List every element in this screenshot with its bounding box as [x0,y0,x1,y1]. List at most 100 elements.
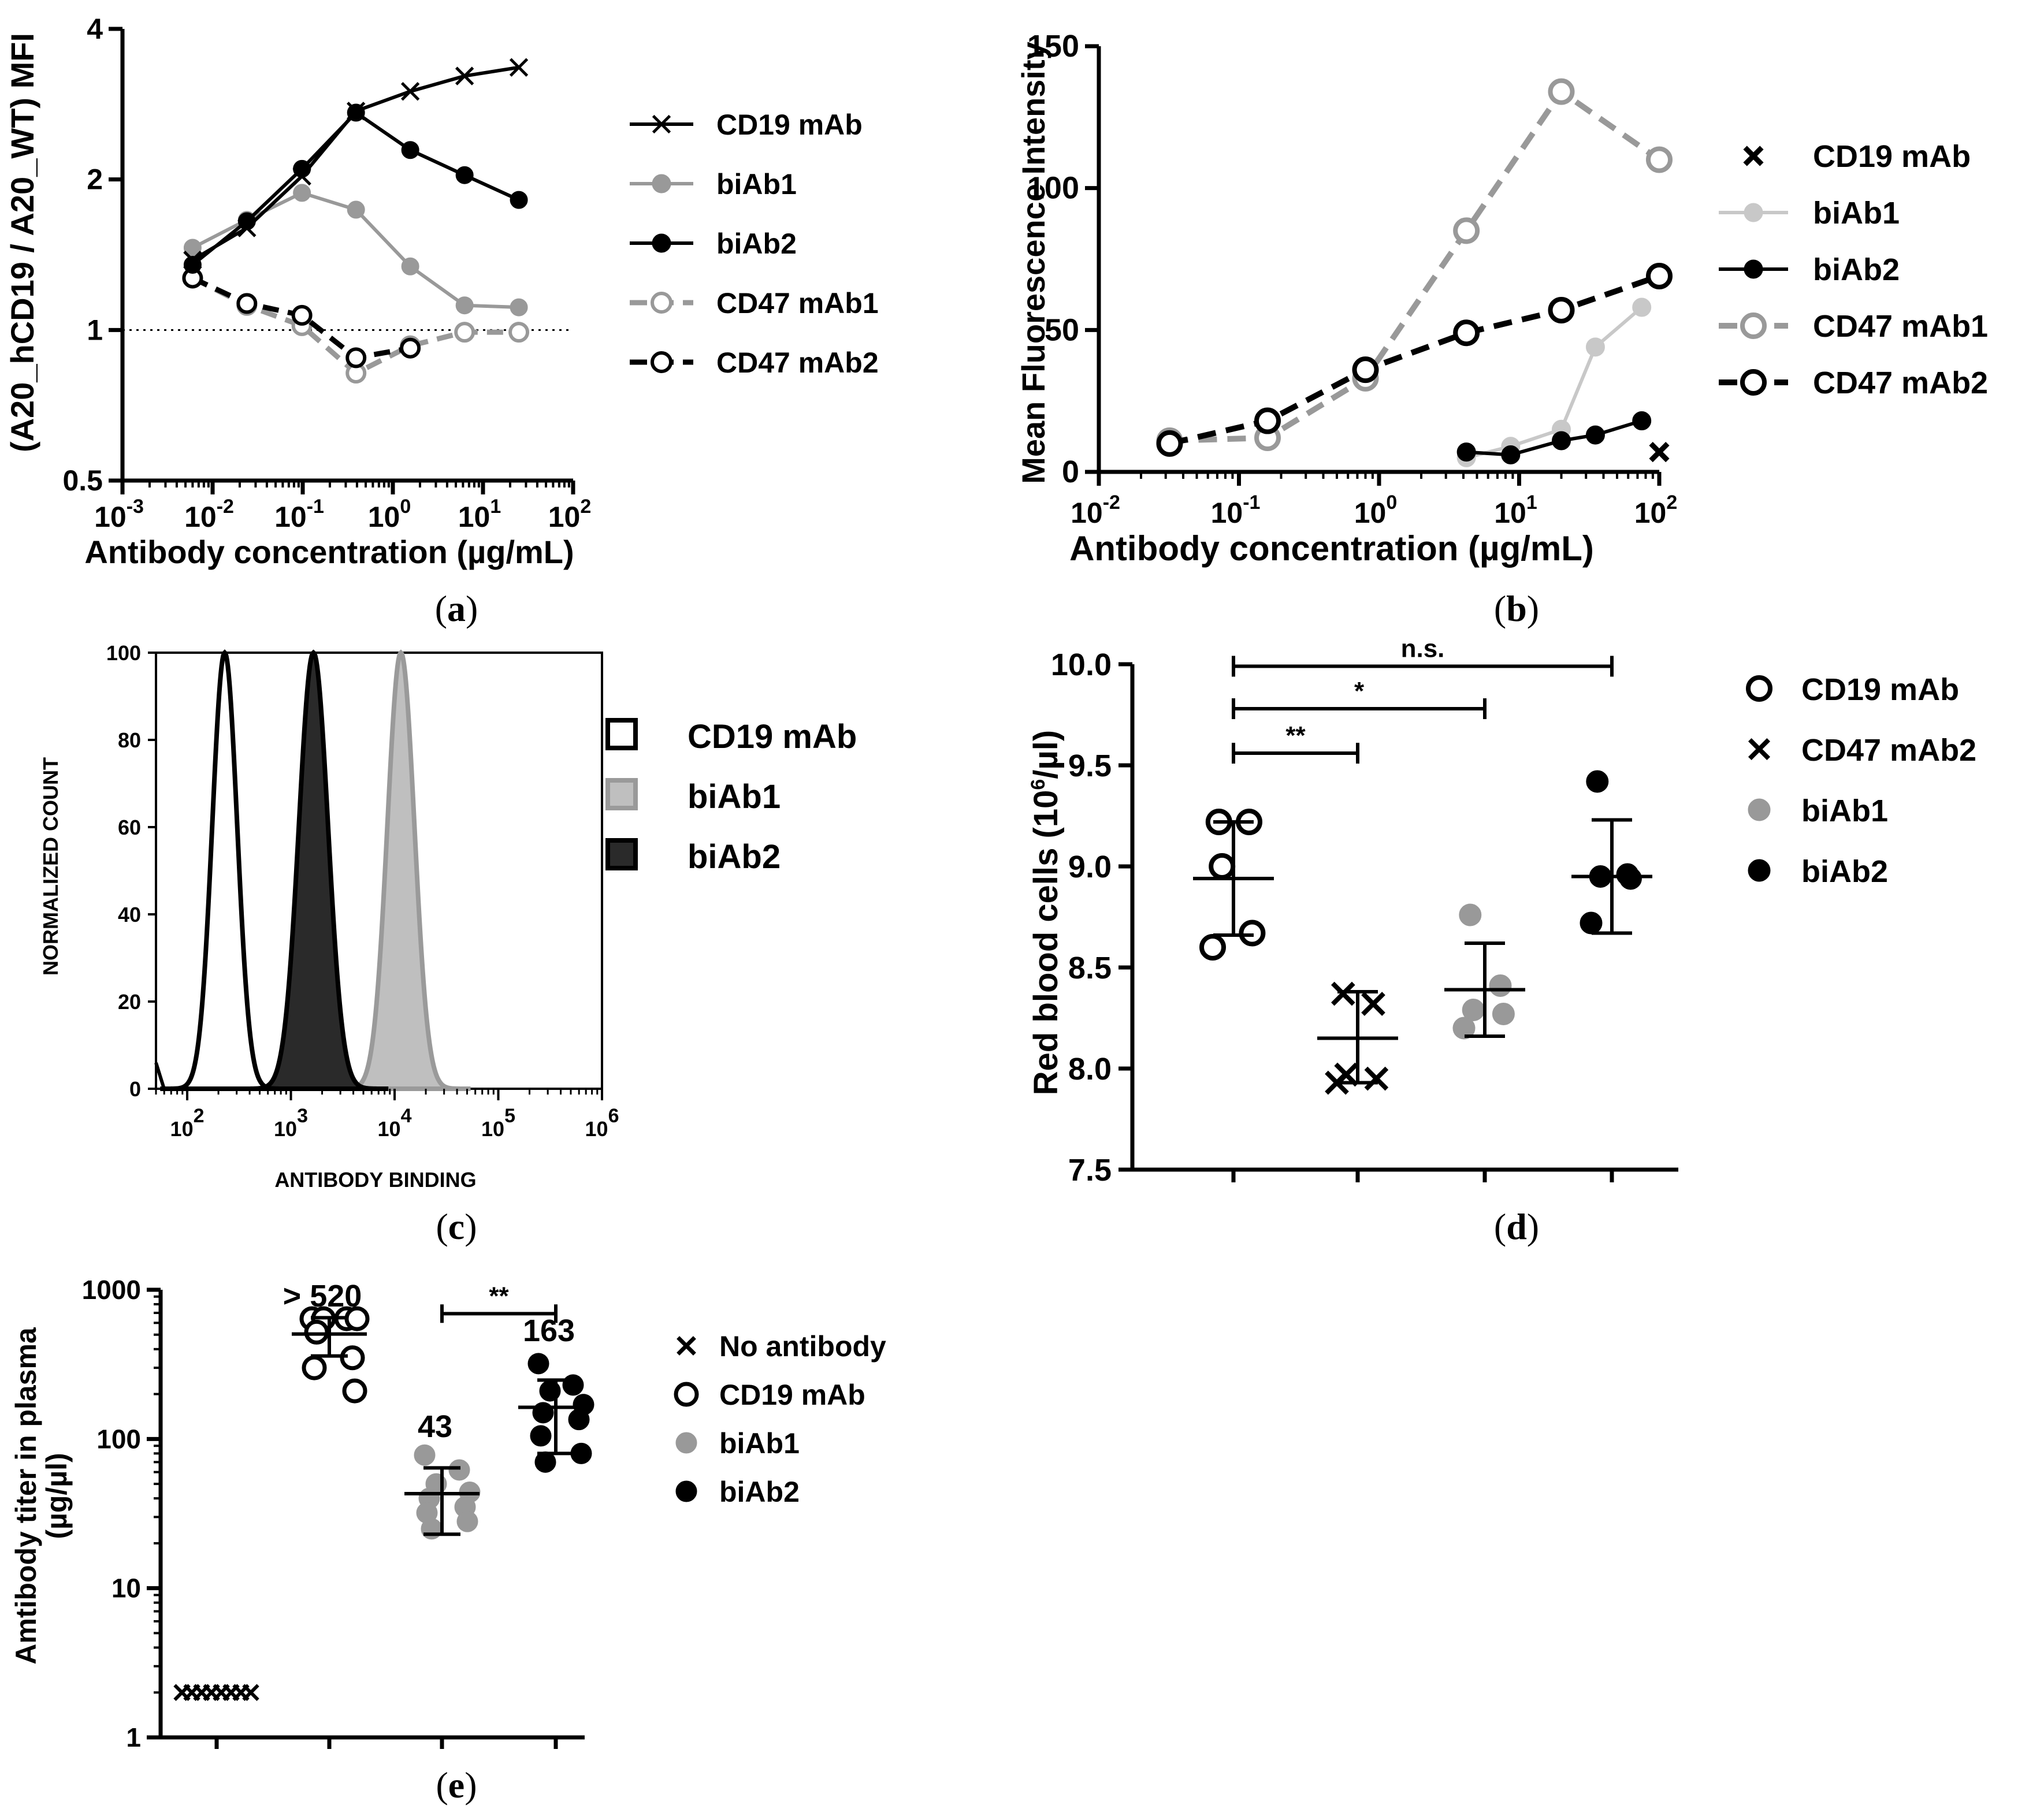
panel-a-legend-cd19-mab-label: CD19 mAb [716,109,863,141]
panel-e-legend-biab1-label: biAb1 [719,1427,800,1460]
panel-b-x-axis-label: Antibody concentration (µg/mL) [1069,529,1594,568]
panel-e-group-biab2-point [562,1374,584,1396]
panel-e-group-biab2-point [532,1402,554,1424]
panel-e-y-tick-label: 1 [126,1722,141,1752]
panel-a-series-biab2-point [455,166,474,184]
panel-a-series-cd19-mab-point-stroke-2 [455,66,474,85]
panel-e-group-biab1-annotation: 43 [418,1409,452,1444]
panel-e-group-biab2-point [530,1425,552,1447]
panel-a-legend-biab2-swatch-marker [652,233,671,253]
panel-e-group-cd19-mab-point [304,1319,329,1345]
panel-e-legend: No antibody CD19 mAb biAb1 biAb2 [674,1330,886,1508]
panel-a-y-tick-label: 0.5 [62,464,103,497]
panel-b-series-cd19-mab-point [1649,442,1670,463]
panel-c-y-tick-label: 20 [118,990,141,1014]
panel-b-y-tick-label: 100 [1027,171,1079,206]
panel-b-series-cd47-mab2-point [1548,296,1575,323]
panel-d-legend-cd47-mab2-label: CD47 mAb2 [1801,733,1976,768]
panel-c-x-tick-label: 104 [378,1105,412,1141]
panel-a-legend-biab2-label: biAb2 [716,228,797,260]
panel-a-x-tick-label: 101 [458,496,501,533]
panel-d-significance-label: n.s. [1401,635,1445,663]
panel-a-legend-biab1-label: biAb1 [716,168,797,200]
panel-b-x-tick-label: 102 [1634,492,1678,529]
panel-c-histogram-cd19-mab [162,649,287,1091]
panel-b-x-tick-label: 10-1 [1211,492,1261,529]
panel-d-label: (d) [1494,1206,1539,1247]
panel-d-legend-biab2-label: biAb2 [1801,854,1888,889]
panel-b-series-cd47-mab2-point [1453,319,1480,347]
panel-e-y-tick-label: 10 [112,1573,141,1603]
panel-b-series-biab2-point [1456,442,1476,462]
panel-d-chart: n.s.*** 7.58.08.59.09.510.0 Red blood ce… [1027,635,1976,1188]
panel-c-label: (c) [436,1206,477,1247]
panel-c-x-tick-label: 102 [170,1105,205,1141]
panel-a-series-biab2-line [191,110,520,266]
panel-b-label: (b) [1494,588,1539,629]
panel-a-series-cd47-mab2-point [236,293,258,314]
panel-e-group-biab2-point [568,1409,590,1431]
panel-a-axes: 10-3 10-2 10-1 100 101 102 0.5 1 2 4 [62,13,591,533]
panel-a-series-cd47-mab2-point [400,337,421,359]
panel-d-group-biab1-point [1492,1003,1515,1025]
panel-b-chart: 10-2 10-1 100 101 102 0 50 100 150 Antibody conc… [1015,29,1988,568]
panel-a-legend-cd47-mab2-swatch-marker [651,351,672,373]
panel-d-significance-label: * [1354,677,1365,705]
panel-d-group-cd19-mab-point [1199,934,1226,961]
panel-e-y-axis-label-line1: Amtibody titer in plasma [10,1327,42,1665]
panel-b-series-cd47-mab2-point [1646,262,1673,289]
panel-a-series-cd47-mab1-point [454,322,475,343]
panel-b-y-tick-label: 0 [1062,455,1079,489]
panel-e-significance-label: ** [489,1282,509,1310]
panel-e-legend-no-antibody-swatch-stroke-2 [677,1336,696,1356]
panel-d-y-tick-label: 10.0 [1051,647,1112,682]
panel-a-x-tick-label: 10-3 [94,496,144,533]
panel-a-y-tick-label: 4 [87,13,103,45]
panel-a-series-cd19-mab-point [347,102,366,121]
panel-b-series-biab2-point [1585,425,1605,445]
panel-a-series-cd19-mab-point [400,82,420,101]
panel-d-y-tick-label: 8.5 [1068,951,1112,985]
panel-c-plot-area [154,649,603,1091]
panel-e-group-biab1-point [448,1459,470,1481]
panel-b-axes: 10-2 10-1 100 101 102 0 50 100 150 [1027,29,1677,529]
panel-e-group-cd19-mab-point [342,1378,367,1404]
panel-e-plot-area: > 520 43 163 ** [173,1279,594,1701]
panel-b-x-tick-label: 10-2 [1071,492,1120,529]
panel-e-y-tick-label: 100 [96,1424,141,1454]
panel-d-group-biab2-point [1586,770,1609,793]
panel-b-legend-cd47-mab2-swatch-marker [1740,369,1767,396]
panel-e-legend-cd19-mab-swatch [674,1382,699,1407]
panel-b-legend: CD19 mAb biAb1 biAb2 CD47 mAb1 CD47 mAb2 [1719,139,1988,400]
panel-a-series-cd47-mab1-point [508,322,530,343]
panel-b-series-cd47-mab1-point [1548,78,1575,105]
panel-a-series-cd19-mab-line [191,65,519,262]
panel-b-series-cd47-mab1-point [1646,146,1673,173]
panel-e-legend-no-antibody-swatch [677,1336,696,1356]
panel-d-y-tick-label: 9.5 [1068,749,1112,783]
panel-e-legend-biab1-swatch [675,1432,697,1454]
panel-a-legend-cd19-mab-swatch-marker [652,114,671,134]
panel-a-series-cd19-mab-point-stroke-2 [400,82,420,101]
panel-c-axes: 0 20 40 60 80 100 102 103 104 105 106 [106,641,619,1141]
panel-e-legend-biab2-label: biAb2 [719,1476,800,1508]
panel-e-legend-no-antibody-label: No antibody [719,1330,886,1363]
panel-a-series-cd19-mab-point [509,58,529,77]
panel-a-series-cd19-mab-point-stroke-2 [509,58,529,77]
panel-d-group-biab2-point [1619,867,1642,890]
panel-d-group-cd47-mab2-point-stroke-2 [1364,1066,1389,1091]
panel-b-series-biab1-point [1585,337,1605,357]
panel-a-series-cd19-mab-point [292,166,311,186]
panel-a-x-tick-label: 10-2 [184,496,234,533]
panel-b-y-tick-label: 50 [1045,312,1079,347]
panel-a-legend-cd47-mab1-swatch-marker [651,292,672,314]
panel-b-series-cd47-mab2-point [1254,407,1281,434]
panel-d-group-biab1-point [1489,974,1512,997]
panel-e-legend-cd19-mab-label: CD19 mAb [719,1379,865,1411]
panel-e-group-biab1-point [414,1444,436,1466]
panel-c-y-tick-label: 40 [118,903,141,926]
panel-e-label: (e) [436,1765,477,1806]
panel-c-x-tick-label: 103 [274,1105,308,1141]
panel-e-group-cd19-mab-point [340,1345,365,1371]
panel-a-legend-biab1-swatch-marker [652,174,671,193]
